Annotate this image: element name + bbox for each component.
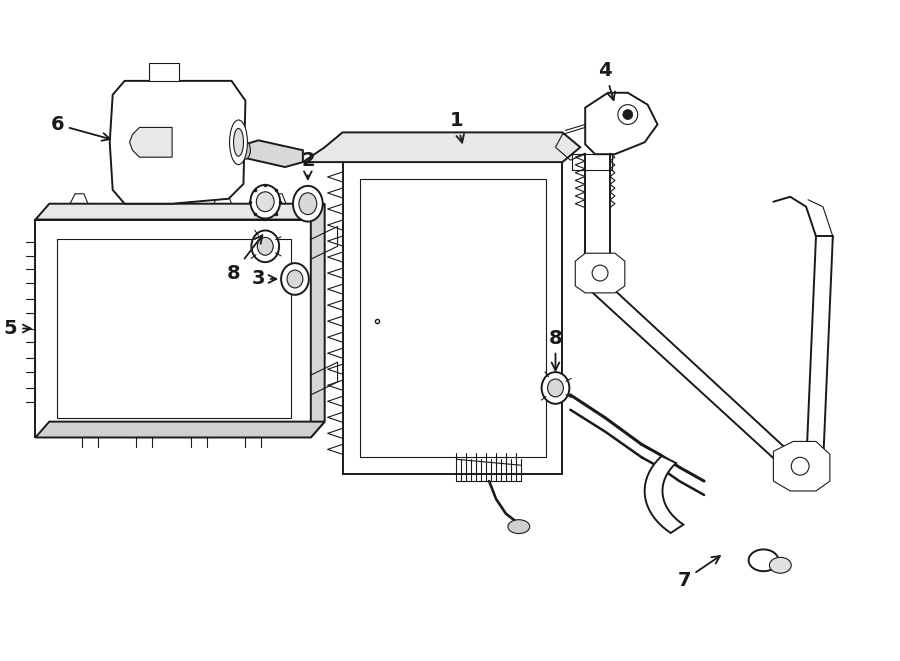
Polygon shape <box>35 204 325 219</box>
Text: 4: 4 <box>598 61 615 100</box>
Polygon shape <box>110 81 246 204</box>
Polygon shape <box>58 239 291 418</box>
Polygon shape <box>241 140 303 167</box>
Ellipse shape <box>542 372 570 404</box>
Polygon shape <box>303 132 580 162</box>
Polygon shape <box>575 253 625 293</box>
Text: 7: 7 <box>678 556 720 590</box>
Ellipse shape <box>233 128 244 156</box>
Ellipse shape <box>293 186 323 221</box>
Polygon shape <box>35 219 310 438</box>
Polygon shape <box>773 442 830 491</box>
Ellipse shape <box>256 192 274 212</box>
Polygon shape <box>310 204 325 438</box>
Ellipse shape <box>257 237 274 255</box>
Ellipse shape <box>547 379 563 397</box>
Text: 6: 6 <box>50 115 110 141</box>
Polygon shape <box>35 422 325 438</box>
Text: 2: 2 <box>301 151 315 179</box>
Ellipse shape <box>287 270 303 288</box>
Ellipse shape <box>749 549 778 571</box>
Text: 8: 8 <box>227 235 262 282</box>
Ellipse shape <box>240 141 250 159</box>
Polygon shape <box>644 456 683 533</box>
Ellipse shape <box>250 185 280 219</box>
Text: 1: 1 <box>450 111 464 143</box>
Polygon shape <box>343 162 562 474</box>
Ellipse shape <box>508 520 530 533</box>
Polygon shape <box>130 128 172 157</box>
Polygon shape <box>360 179 545 457</box>
Polygon shape <box>585 93 658 154</box>
Text: 3: 3 <box>252 270 276 288</box>
Ellipse shape <box>230 120 248 165</box>
Text: 5: 5 <box>4 319 31 338</box>
Ellipse shape <box>770 557 791 573</box>
Ellipse shape <box>299 193 317 215</box>
Text: 8: 8 <box>549 329 562 370</box>
Polygon shape <box>149 63 179 81</box>
Ellipse shape <box>251 231 279 262</box>
Circle shape <box>623 110 633 120</box>
Ellipse shape <box>281 263 309 295</box>
